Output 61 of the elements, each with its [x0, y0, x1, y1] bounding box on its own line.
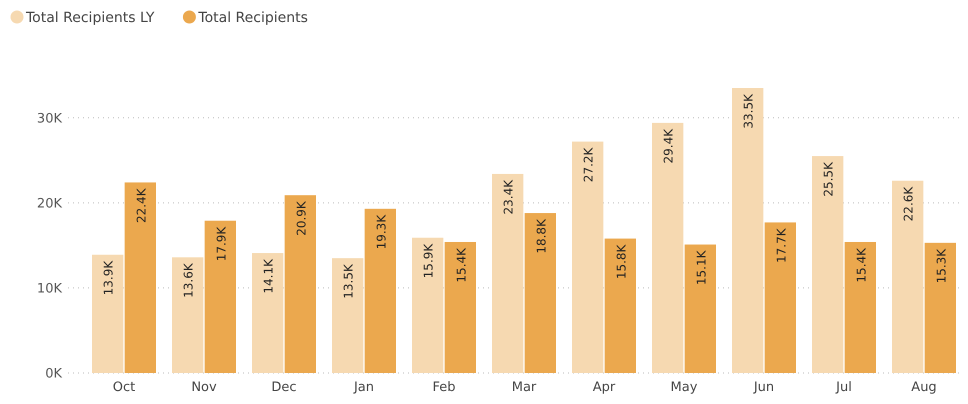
x-tick-label: Oct: [112, 380, 136, 395]
data-label: 27.2K: [582, 146, 596, 182]
data-label: 19.3K: [374, 214, 388, 250]
y-tick-label: 0K: [45, 366, 62, 382]
data-label: 33.5K: [742, 92, 756, 129]
x-tick-label: May: [670, 380, 698, 395]
bar: [364, 208, 396, 373]
bar: [412, 238, 444, 373]
x-tick-label: Nov: [191, 380, 217, 395]
y-tick-label: 10K: [36, 281, 62, 296]
bar: [764, 222, 796, 373]
data-label: 14.1K: [262, 258, 276, 294]
bar: [892, 180, 924, 373]
data-label: 22.6K: [902, 186, 916, 222]
bar: [924, 242, 956, 373]
x-tick-label: Mar: [512, 380, 537, 395]
bar: [252, 253, 284, 373]
data-label: 15.1K: [694, 249, 708, 286]
data-label: 29.4K: [662, 128, 676, 164]
bar: [172, 257, 204, 373]
bar: [652, 122, 684, 373]
x-tick-label: Jan: [352, 380, 374, 395]
data-label: 13.5K: [342, 263, 356, 299]
data-label: 17.9K: [214, 226, 228, 262]
bar: [524, 213, 556, 373]
data-label: 15.4K: [454, 246, 468, 283]
bar: [124, 182, 156, 373]
bar: [444, 242, 476, 373]
bar: [92, 254, 124, 373]
bar: [844, 242, 876, 373]
x-tick-label: Jun: [752, 380, 774, 395]
legend-label: Total Recipients: [197, 10, 308, 26]
data-label: 15.3K: [934, 248, 948, 284]
x-tick-label: Aug: [911, 380, 937, 395]
data-label: 15.4K: [854, 246, 868, 283]
x-tick-label: Jul: [835, 380, 852, 395]
bar: [572, 142, 604, 373]
data-label: 15.8K: [614, 243, 628, 280]
data-label: 17.7K: [774, 227, 788, 264]
data-label: 25.5K: [822, 160, 836, 197]
x-tick-label: Dec: [271, 380, 297, 395]
data-label: 18.8K: [534, 218, 548, 254]
y-tick-label: 20K: [36, 196, 62, 212]
legend-label: Total Recipients LY: [25, 10, 155, 26]
x-tick-label: Feb: [432, 380, 456, 395]
data-label: 23.4K: [502, 178, 516, 215]
bar: [284, 195, 316, 373]
data-label: 13.9K: [102, 260, 116, 296]
x-tick-label: Apr: [592, 380, 616, 395]
bar: [732, 88, 764, 373]
bar: [332, 258, 364, 373]
data-label: 20.9K: [294, 200, 308, 236]
bar: [492, 174, 524, 373]
data-label: 13.6K: [182, 262, 196, 298]
data-label: 15.9K: [422, 242, 436, 278]
bar: [684, 244, 716, 373]
y-tick-label: 30K: [36, 111, 62, 126]
data-label: 22.4K: [134, 187, 148, 224]
bar: [604, 238, 636, 373]
bar: [204, 220, 236, 373]
bar: [812, 156, 844, 373]
